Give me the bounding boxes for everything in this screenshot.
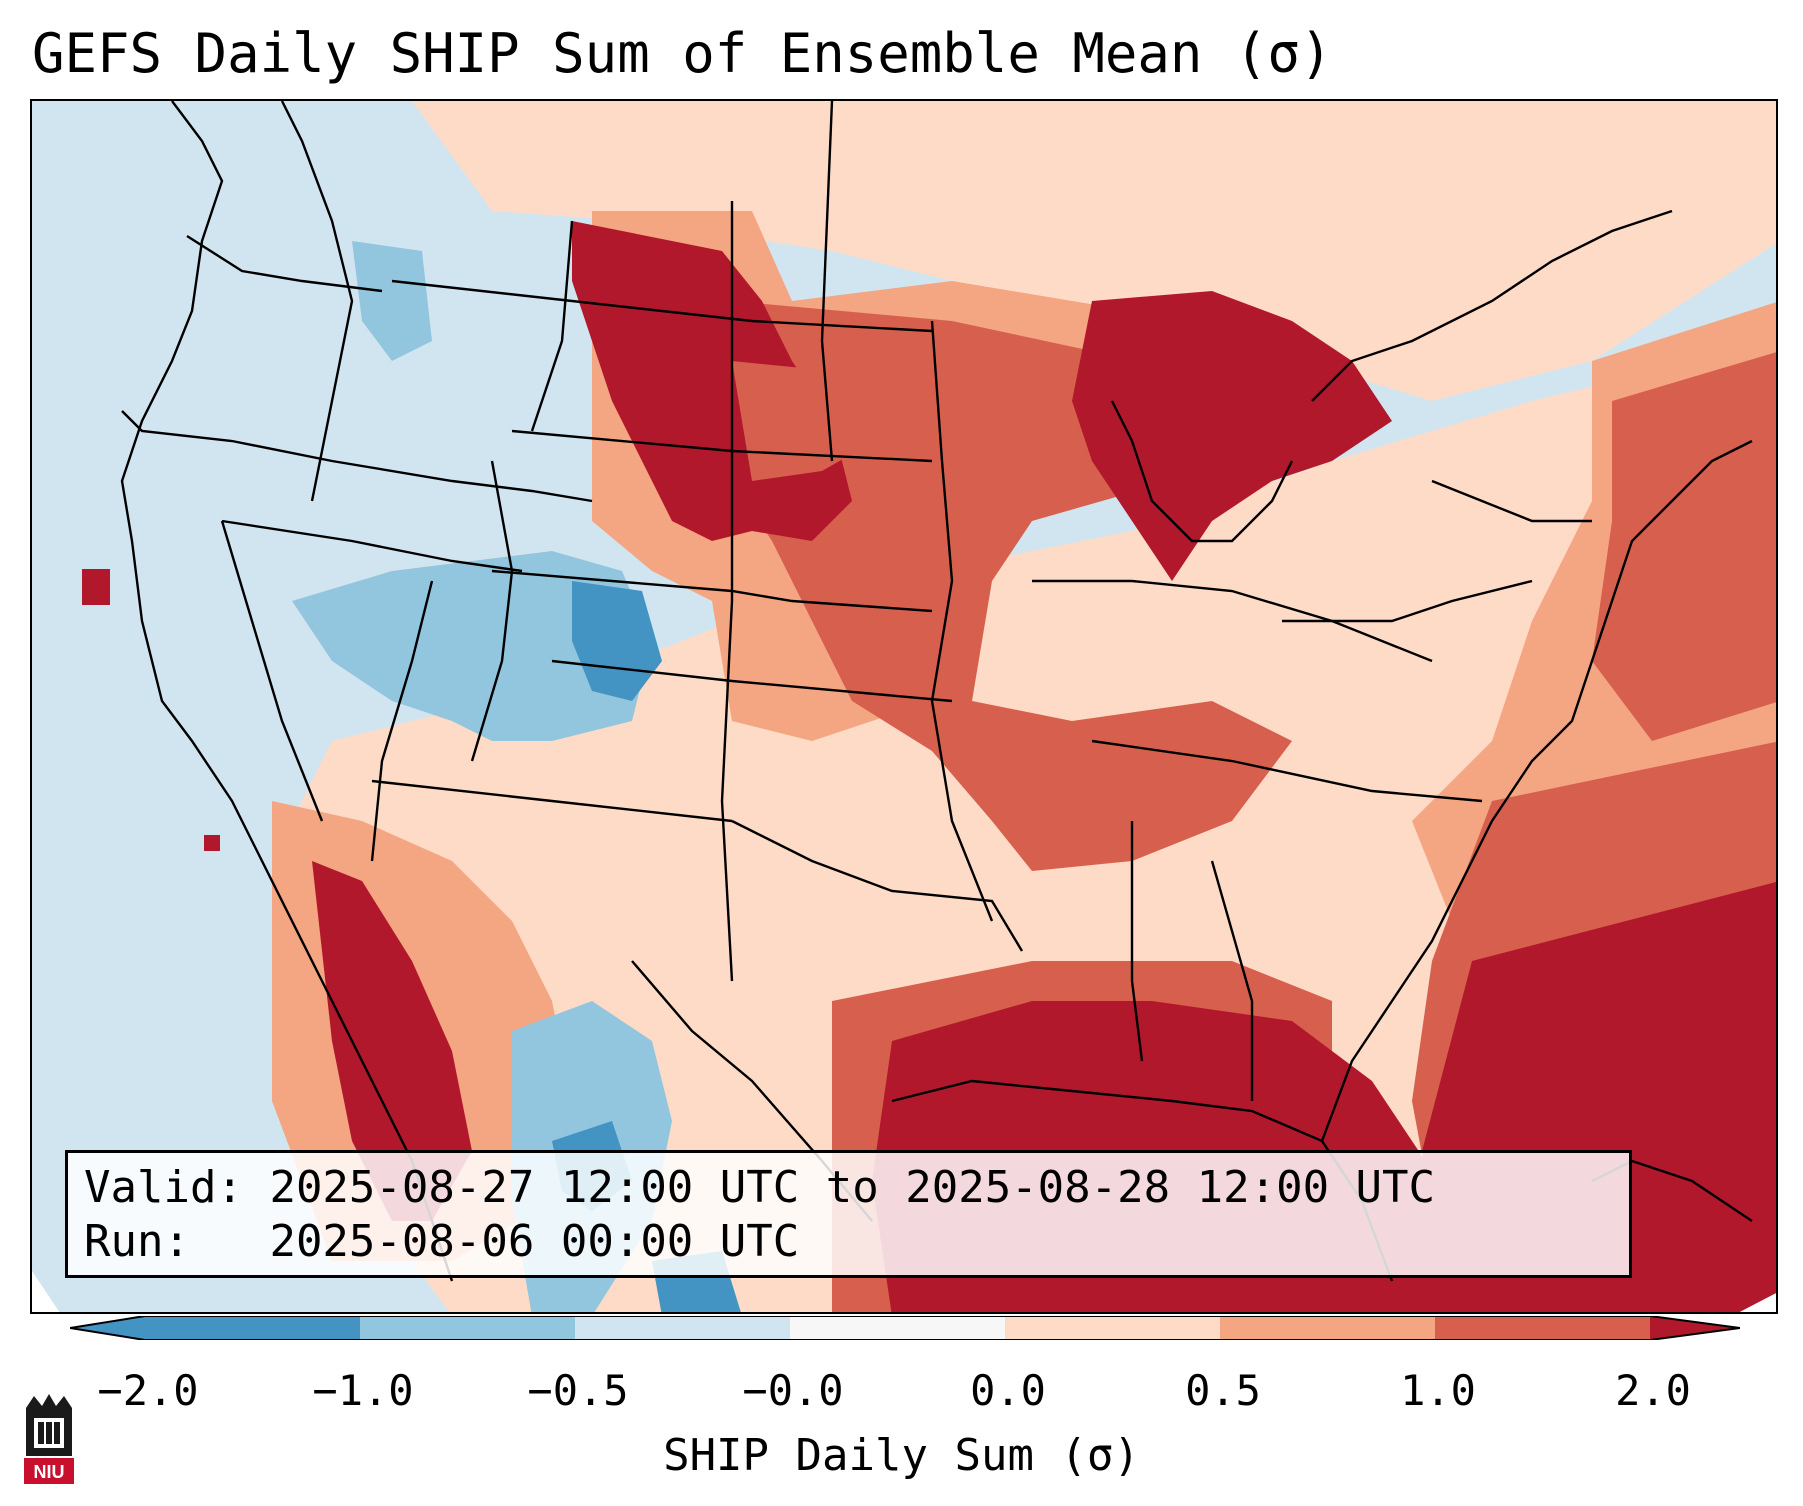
colorbar-segment-1 <box>145 1316 360 1340</box>
run-label: Run: <box>84 1216 190 1267</box>
run-value: 2025-08-06 00:00 UTC <box>269 1216 800 1267</box>
utah-west-border <box>470 460 514 762</box>
colorbar-tick-label: −1.0 <box>312 1366 414 1415</box>
dakota-red <box>732 361 932 481</box>
st-lawrence-border <box>1311 209 1673 402</box>
oregon-california-border <box>121 410 593 503</box>
colorbar-segment-5 <box>1005 1316 1220 1340</box>
valid-label: Valid: <box>84 1162 243 1213</box>
boundaries-layer <box>120 101 1753 1282</box>
new-mexico-north-border <box>371 779 733 823</box>
map-canvas <box>32 101 1776 1312</box>
pennsylvania-south-border <box>1282 579 1533 623</box>
idaho-west-border <box>280 101 354 502</box>
nevada-west-border <box>220 520 324 822</box>
colorbar-tick-label: −0.5 <box>527 1366 629 1415</box>
east-coastline <box>1320 439 1753 1142</box>
colorbar-tick-label: −2.0 <box>97 1366 199 1415</box>
projection-corner-left <box>32 1271 60 1312</box>
niu-logo: NIU <box>24 1394 74 1484</box>
texas-west-border <box>720 201 734 982</box>
great-lakes-dark-red <box>1072 291 1392 581</box>
projection-corner-right <box>1739 1293 1776 1312</box>
idaho-blue <box>352 241 432 361</box>
map-panel <box>30 99 1778 1314</box>
alabama-georgia-border <box>1210 860 1254 1101</box>
lake-michigan-shore <box>1110 400 1294 543</box>
colorbar-segment-3 <box>575 1316 790 1340</box>
page-title: GEFS Daily SHIP Sum of Ensemble Mean (σ) <box>32 22 1333 85</box>
tennessee-north-border <box>1091 739 1483 803</box>
washington-oregon-border <box>186 234 383 293</box>
colorbar-tick-label: 2.0 <box>1615 1366 1691 1415</box>
colorbar-segment-2 <box>360 1316 575 1340</box>
colorbar-tick-label: 1.0 <box>1400 1366 1476 1415</box>
nevada-east-border <box>370 580 434 862</box>
colorbar-extend-high <box>1650 1316 1740 1340</box>
nevada-north-border <box>221 519 523 573</box>
plains-east-border <box>930 320 994 922</box>
validity-info-box: Valid: 2025-08-27 12:00 UTC to 2025-08-2… <box>65 1150 1632 1278</box>
oklahoma-texas-border <box>731 819 1024 952</box>
colorbar-segment-4 <box>790 1316 1005 1340</box>
new-york-south-border <box>1431 479 1592 523</box>
montana-west-border <box>530 220 574 432</box>
mississippi-alabama-border <box>1130 821 1144 1062</box>
colorbar-label: SHIP Daily Sum (σ) <box>663 1430 1140 1481</box>
colorado-north-border <box>491 569 933 613</box>
logo-text: NIU <box>34 1462 65 1482</box>
colorbar <box>70 1316 1740 1340</box>
run-line: Run: 2025-08-06 00:00 UTC <box>84 1215 1613 1269</box>
gulf-california-dark-red <box>312 861 472 1221</box>
colorbar-tick-label: 0.5 <box>1185 1366 1261 1415</box>
shading-layer <box>32 101 1776 1312</box>
pacific-dark-red-cell <box>82 569 110 605</box>
northeast-atlantic-red-shading <box>1592 352 1776 741</box>
colorbar-segment-7 <box>1435 1316 1650 1340</box>
canada-border-west <box>391 279 933 333</box>
ohio-river-border <box>1032 579 1433 663</box>
west-coastline <box>120 101 454 1282</box>
canada-shading <box>412 101 1776 401</box>
great-basin-blue <box>292 551 652 741</box>
colorbar-tick-label: −0.0 <box>742 1366 844 1415</box>
colorbar-tick-label: 0.0 <box>970 1366 1046 1415</box>
valid-line: Valid: 2025-08-27 12:00 UTC to 2025-08-2… <box>84 1161 1613 1215</box>
colorbar-segment-6 <box>1220 1316 1435 1340</box>
north-dakota-west-border <box>820 101 834 462</box>
colorbar-extend-low <box>70 1316 145 1340</box>
colorado-south-border <box>551 659 953 703</box>
valid-value: 2025-08-27 12:00 UTC to 2025-08-28 12:00… <box>269 1162 1436 1213</box>
pacific-dark-red-cell-2 <box>204 835 220 851</box>
